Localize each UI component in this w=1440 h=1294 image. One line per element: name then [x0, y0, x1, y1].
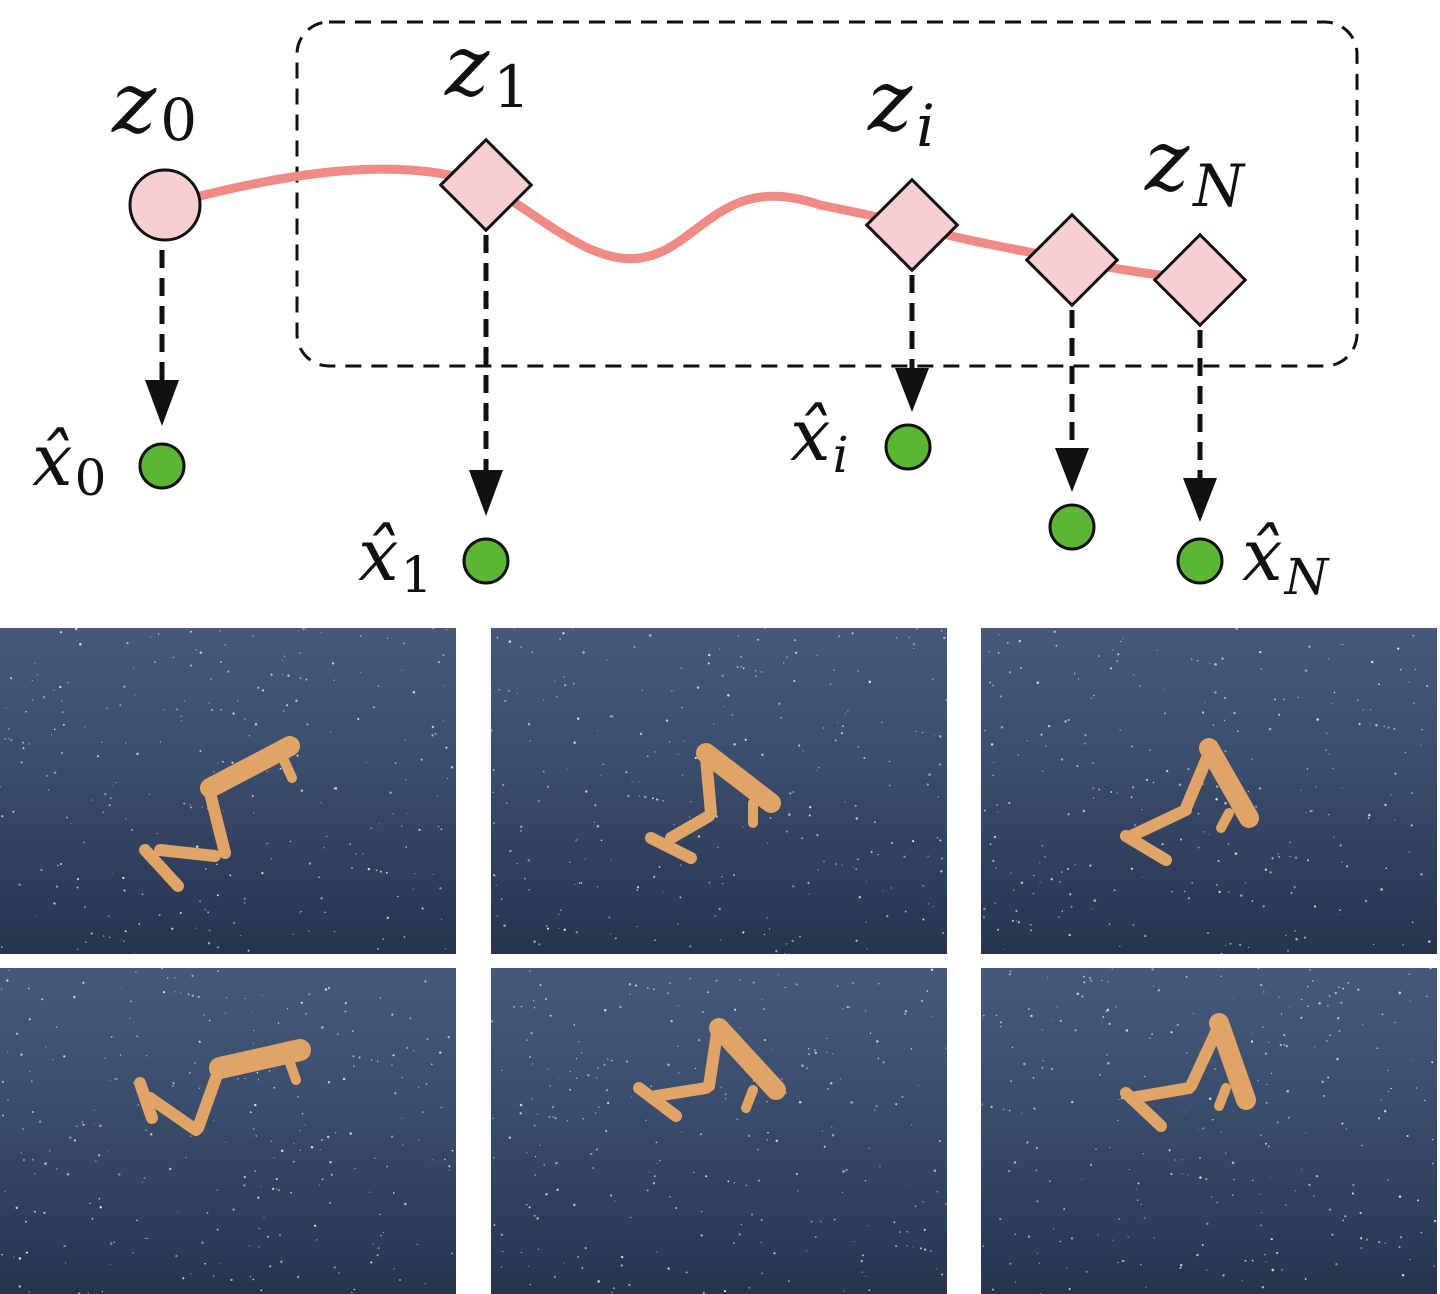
label-z0: z0: [111, 54, 197, 154]
frame-r1-c2: [491, 628, 947, 954]
star-field: [491, 968, 947, 1294]
imagined-rollout-box: [295, 20, 1359, 368]
label-zN: zN: [1144, 112, 1246, 220]
label-x0: x̂0: [32, 418, 106, 507]
arrow-heads: [145, 368, 1217, 522]
walker-pose: [0, 628, 454, 954]
latent-node-z0: [128, 168, 202, 242]
decoded-obs-x1: [462, 537, 510, 585]
frame-r2-c3: [981, 968, 1437, 1294]
label-x1: x̂1: [358, 513, 432, 604]
walker-pose: [491, 968, 947, 1294]
frame-r2-c1: [0, 968, 456, 1294]
frame-r1-c3: [981, 628, 1437, 954]
frame-r1-c1: [0, 628, 456, 954]
star-field: [981, 968, 1437, 1294]
label-z1: z1: [444, 17, 530, 121]
star-field: [0, 968, 454, 1294]
label-xN: x̂N: [1242, 513, 1331, 606]
latent-node-zi: [864, 177, 960, 273]
label-xi: x̂i: [790, 393, 849, 484]
walker-pose: [981, 968, 1437, 1294]
label-zi: zi: [867, 52, 935, 160]
walker-pose: [0, 968, 454, 1294]
star-field: [491, 628, 947, 954]
decoded-obs-xi: [884, 423, 932, 471]
latent-node-z1: [438, 137, 534, 233]
walker-pose: [982, 628, 1431, 954]
star-field: [0, 628, 454, 954]
latent-node-zN: [1152, 232, 1248, 328]
latent-trajectory-diagram: z0 z1 zi zN x̂0 x̂1 x̂i x̂N: [32, 17, 1359, 606]
walker-pose: [491, 628, 947, 954]
rollout-frames-grid: [0, 628, 1440, 1294]
star-field: [982, 628, 1431, 954]
decoded-obs-extra: [1048, 503, 1096, 551]
decoded-obs-xN: [1176, 537, 1224, 585]
latent-node-z-extra: [1024, 212, 1120, 308]
decode-arrows: [159, 235, 1203, 480]
frame-r2-c2: [491, 968, 947, 1294]
decoded-obs-x0: [138, 442, 186, 490]
